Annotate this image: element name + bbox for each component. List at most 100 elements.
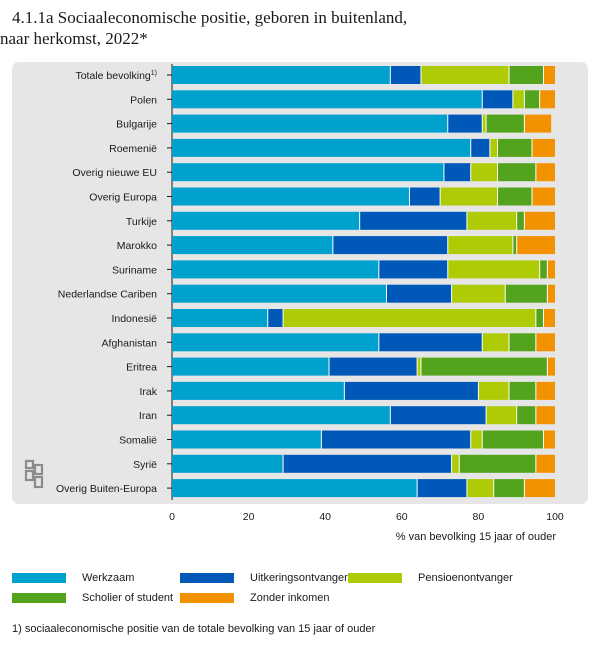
category-label: Overig nieuwe EU <box>72 167 157 179</box>
category-label: Syrië <box>133 459 157 471</box>
cbs-logo-icon <box>24 459 44 489</box>
bar-segment <box>532 187 555 206</box>
bar-segment <box>172 284 387 303</box>
legend-swatch <box>180 573 234 583</box>
bar-segment <box>547 357 555 376</box>
bar-segment <box>443 163 471 182</box>
legend-label: Werkzaam <box>82 572 135 584</box>
bar-segment <box>172 236 333 255</box>
bar-segment <box>509 381 536 400</box>
bar-segment <box>172 90 483 109</box>
legend: Werkzaam Uitkeringsontvanger Pensioenontva… <box>12 572 582 616</box>
bar-segment <box>329 357 418 376</box>
bar-segment <box>390 66 421 84</box>
bar-segment <box>489 138 498 157</box>
bar-segment <box>524 114 552 133</box>
bar-segment <box>509 66 544 84</box>
bar-segment <box>283 309 536 327</box>
bar-segment <box>172 163 444 182</box>
category-label: Afghanistan <box>102 337 158 349</box>
bar-segment <box>378 333 483 352</box>
bar-segment <box>172 211 360 230</box>
category-label: Turkije <box>126 216 157 228</box>
bar-segment <box>172 479 418 498</box>
bar-segment <box>172 309 268 327</box>
bar-segment <box>172 333 379 352</box>
x-tick-label: 20 <box>243 511 255 523</box>
bar-segment <box>543 309 555 327</box>
bar-segment <box>509 333 536 352</box>
bar-segment <box>172 66 391 84</box>
legend-item: Zonder inkomen <box>180 592 330 604</box>
bar-segment <box>470 163 498 182</box>
bar-segment <box>516 236 555 255</box>
bar-segment <box>172 114 448 133</box>
bar-segment <box>535 309 544 327</box>
bar-segment <box>535 454 555 473</box>
bar-segment <box>386 284 452 303</box>
chart-title-line-1: 4.1.1a Sociaaleconomische positie, gebor… <box>12 8 408 27</box>
bar-segment <box>516 211 525 230</box>
chart-panel <box>12 62 588 504</box>
bar-segment <box>497 138 533 157</box>
bar-segment <box>172 138 471 157</box>
bar-segment <box>417 357 421 376</box>
bar-segment <box>482 114 487 133</box>
bar-segment <box>512 90 525 109</box>
bar-segment <box>172 430 322 449</box>
bar-segment <box>447 236 513 255</box>
bar-segment <box>344 381 479 400</box>
bar-segment <box>486 114 525 133</box>
bar-segment <box>267 309 284 327</box>
bar-segment <box>390 406 487 425</box>
category-label: Indonesië <box>111 313 157 325</box>
bar-segment <box>451 284 506 303</box>
bar-segment <box>532 138 555 157</box>
bar-segment <box>359 211 467 230</box>
bar-segment <box>482 333 510 352</box>
category-label: Overig Europa <box>89 192 157 204</box>
legend-label: Uitkeringsontvanger <box>250 572 348 584</box>
legend-item: Werkzaam <box>12 572 134 584</box>
bar-segment <box>420 66 510 84</box>
bar-segment <box>535 163 555 182</box>
legend-item: Uitkeringsontvanger <box>180 572 348 584</box>
legend-label: Zonder inkomen <box>250 592 330 604</box>
bar-segment <box>466 479 494 498</box>
bar-segment <box>539 260 548 279</box>
bar-segment <box>535 406 555 425</box>
legend-item: Scholier of student <box>12 592 173 604</box>
bar-segment <box>516 406 536 425</box>
bar-segment <box>417 479 467 498</box>
x-tick-label: 60 <box>396 511 408 523</box>
x-tick-label: 80 <box>473 511 485 523</box>
bar-segment <box>172 357 330 376</box>
bar-segment <box>512 236 517 255</box>
bar-segment <box>332 236 448 255</box>
bar-segment <box>409 187 441 206</box>
bar-segment <box>497 187 533 206</box>
bar-segment <box>283 454 452 473</box>
bar-segment <box>470 138 490 157</box>
bar-segment <box>172 406 391 425</box>
category-label: Nederlandse Cariben <box>58 289 157 301</box>
legend-swatch <box>12 573 66 583</box>
legend-swatch <box>180 593 234 603</box>
bar-segment <box>493 479 525 498</box>
bar-segment <box>547 260 555 279</box>
bar-segment <box>172 260 379 279</box>
x-tick-label: 0 <box>169 511 175 523</box>
bar-segment <box>482 90 513 109</box>
bar-segment <box>543 430 555 449</box>
bar-segment <box>482 430 544 449</box>
category-label: Overig Buiten-Europa <box>56 483 157 495</box>
bar-segment <box>451 454 460 473</box>
bar-segment <box>420 357 548 376</box>
category-label: Suriname <box>112 264 157 276</box>
legend-label: Pensioenontvanger <box>418 572 513 584</box>
x-tick-label: 40 <box>319 511 331 523</box>
bar-segment <box>524 90 540 109</box>
bar-segment <box>543 66 555 84</box>
category-label: Somalië <box>119 435 157 447</box>
x-axis-label: % van bevolking 15 jaar of ouder <box>395 531 556 543</box>
